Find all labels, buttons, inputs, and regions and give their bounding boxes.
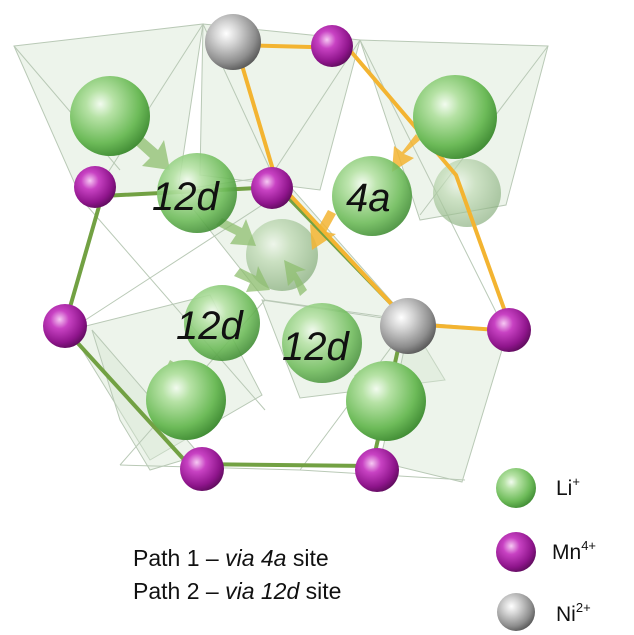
arrow <box>234 266 270 292</box>
path-1-caption: Path 1 – via 4a site <box>133 545 329 571</box>
ni-ion-sphere <box>205 14 261 70</box>
li-ion-sphere <box>184 285 260 361</box>
li-ion-sphere <box>413 75 497 159</box>
li-legend-icon <box>496 468 536 508</box>
arrow <box>392 134 420 172</box>
mn-ion-sphere <box>74 166 116 208</box>
li-ion-sphere <box>146 360 226 440</box>
li-ion-sphere <box>433 159 501 227</box>
arrow <box>216 218 256 246</box>
li-ion-sphere <box>282 303 362 383</box>
site-label-4a: 4a <box>346 176 391 220</box>
mn-ion-sphere <box>311 25 353 67</box>
site-label-12d-middle: 12d <box>176 304 244 348</box>
mn-legend-icon <box>496 532 536 572</box>
li-ion-sphere <box>157 153 237 233</box>
site-label-12d-top: 12d <box>152 175 220 219</box>
mn-ion-sphere <box>180 447 224 491</box>
ni-legend-icon <box>497 593 535 631</box>
li-ion-sphere <box>332 156 412 236</box>
legend-li-label: Li+ <box>556 474 580 500</box>
li-ion-sphere <box>346 361 426 441</box>
site-label-12d-right: 12d <box>282 325 350 369</box>
legend-ni-label: Ni2+ <box>556 600 591 626</box>
legend-markers <box>496 468 536 631</box>
ni-ion-sphere <box>380 298 436 354</box>
arrow <box>284 260 307 296</box>
legend-mn-label: Mn4+ <box>552 538 597 564</box>
mn-ion-sphere <box>487 308 531 352</box>
mn-ion-sphere <box>251 167 293 209</box>
mn-ion-sphere <box>43 304 87 348</box>
li-ion-sphere <box>246 219 318 291</box>
path-2-caption: Path 2 – via 12d site <box>133 578 342 604</box>
mn-ion-sphere <box>355 448 399 492</box>
li-ion-sphere <box>70 76 150 156</box>
